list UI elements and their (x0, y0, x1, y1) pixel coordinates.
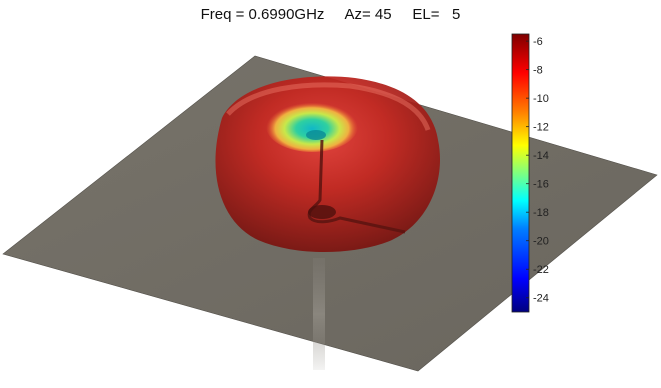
colorbar-tick-label: -24 (533, 293, 549, 305)
colorbar: -6 -8 -10 -12 -14 -16 -18 -20 -22 -24 (511, 33, 549, 313)
colorbar-tick-label: -6 (533, 36, 543, 48)
colorbar-tick-label: -12 (533, 122, 549, 134)
colorbar-tick-label: -16 (533, 179, 549, 191)
colorbar-tick-label: -22 (533, 264, 549, 276)
colorbar-gradient (511, 33, 530, 313)
colorbar-tick-label: -10 (533, 93, 549, 105)
antenna-base (308, 205, 336, 219)
colorbar-tick-label: -20 (533, 236, 549, 248)
feed-shadow (313, 258, 325, 370)
azimuth-label: Az= 45 (344, 6, 392, 23)
colorbar-tick-label: -14 (533, 150, 549, 162)
plot-title: Freq = 0.6990GHz Az= 45 EL= 5 (0, 6, 661, 23)
antenna-feed (307, 139, 406, 234)
elevation-label: EL= 5 (412, 6, 461, 23)
colorbar-tick-label: -18 (533, 207, 549, 219)
pattern-top-null (266, 100, 358, 152)
colorbar-tick-label: -8 (533, 65, 543, 77)
pattern-null-core (306, 130, 326, 140)
pattern-rim-highlight (226, 82, 431, 131)
frequency-label: Freq = 0.6990GHz (200, 6, 325, 23)
colorbar-ticks: -6 -8 -10 -12 -14 -16 -18 -20 -22 -24 (526, 36, 549, 305)
